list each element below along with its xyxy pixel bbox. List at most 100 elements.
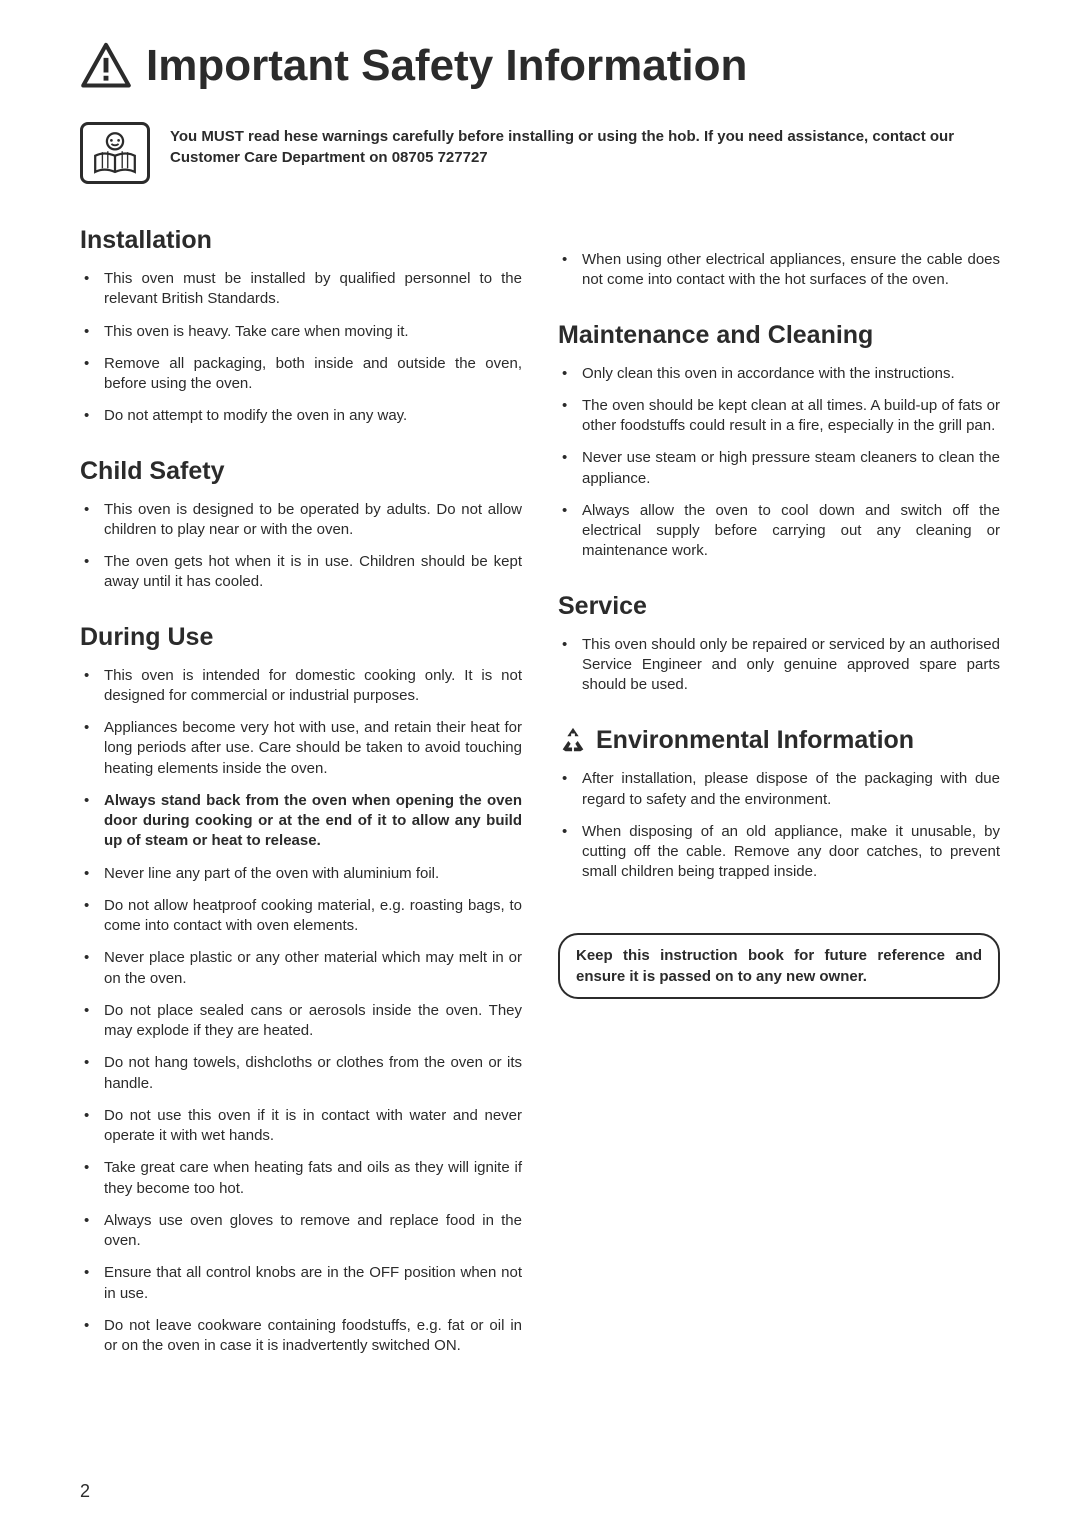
bullet-icon: • xyxy=(80,948,90,989)
list-item-text: Take great care when heating fats and oi… xyxy=(104,1158,522,1199)
list-item-text: Always stand back from the oven when ope… xyxy=(104,791,522,852)
list-item: • This oven must be installed by qualifie… xyxy=(80,269,522,310)
list-item: • When using other electrical appliances,… xyxy=(558,250,1000,291)
list-item: •This oven should only be repaired or se… xyxy=(558,635,1000,696)
list-item-text: This oven is intended for domestic cooki… xyxy=(104,666,522,707)
during-use-cont-section: • When using other electrical appliances,… xyxy=(558,250,1000,291)
list-item-text: Never use steam or high pressure steam c… xyxy=(582,448,1000,489)
list-item-text: Do not hang towels, dishcloths or clothe… xyxy=(104,1053,522,1094)
list-item-text: Ensure that all control knobs are in the… xyxy=(104,1263,522,1304)
list-item: •Always stand back from the oven when op… xyxy=(80,791,522,852)
list-item-text: This oven must be installed by qualified… xyxy=(104,269,522,310)
child-safety-heading: Child Safety xyxy=(80,457,522,486)
list-item: • This oven is heavy. Take care when movi… xyxy=(80,322,522,342)
warning-triangle-icon xyxy=(80,40,132,92)
child-safety-list: • This oven is designed to be operated by… xyxy=(80,500,522,593)
intro-text: You MUST read hese warnings carefully be… xyxy=(170,122,1000,184)
service-section: Service •This oven should only be repair… xyxy=(558,592,1000,696)
list-item: •When disposing of an old appliance, mak… xyxy=(558,822,1000,883)
environmental-section: Environmental Information • After install… xyxy=(558,725,1000,882)
left-column: Installation • This oven must be installe… xyxy=(80,220,522,1386)
bullet-icon: • xyxy=(80,406,90,426)
bullet-icon: • xyxy=(558,822,568,883)
list-item: • Do not allow heatproof cooking material… xyxy=(80,896,522,937)
list-item-text: Do not place sealed cans or aerosols ins… xyxy=(104,1001,522,1042)
bullet-icon: • xyxy=(80,1053,90,1094)
list-item-text: When using other electrical appliances, … xyxy=(582,250,1000,291)
list-item-text: The oven gets hot when it is in use. Chi… xyxy=(104,552,522,593)
during-use-cont-list: • When using other electrical appliances,… xyxy=(558,250,1000,291)
page-title: Important Safety Information xyxy=(146,41,747,91)
list-item: • Do not attempt to modify the oven in an… xyxy=(80,406,522,426)
bullet-icon: • xyxy=(558,396,568,437)
list-item: • Only clean this oven in accordance with… xyxy=(558,364,1000,384)
bullet-icon: • xyxy=(80,552,90,593)
bullet-icon: • xyxy=(80,354,90,395)
list-item-text: This oven is designed to be operated by … xyxy=(104,500,522,541)
bullet-icon: • xyxy=(558,364,568,384)
environmental-heading: Environmental Information xyxy=(596,726,914,755)
recycle-icon xyxy=(558,725,588,755)
service-heading: Service xyxy=(558,592,1000,621)
bullet-icon: • xyxy=(558,250,568,291)
list-item: • The oven should be kept clean at all ti… xyxy=(558,396,1000,437)
list-item-text: After installation, please dispose of th… xyxy=(582,769,1000,810)
list-item: • This oven is intended for domestic cook… xyxy=(80,666,522,707)
bullet-icon: • xyxy=(80,1106,90,1147)
list-item-text: Only clean this oven in accordance with … xyxy=(582,364,1000,384)
bullet-icon: • xyxy=(80,666,90,707)
list-item: • Never place plastic or any other materi… xyxy=(80,948,522,989)
list-item-text: Appliances become very hot with use, and… xyxy=(104,718,522,779)
list-item: • Ensure that all control knobs are in th… xyxy=(80,1263,522,1304)
list-item: • Do not leave cookware containing foodst… xyxy=(80,1316,522,1357)
bullet-icon: • xyxy=(558,769,568,810)
list-item-text: Remove all packaging, both inside and ou… xyxy=(104,354,522,395)
bullet-icon: • xyxy=(80,791,90,852)
keep-instruction-box: Keep this instruction book for future re… xyxy=(558,933,1000,999)
list-item: • Always use oven gloves to remove and re… xyxy=(80,1211,522,1252)
list-item-text: Do not attempt to modify the oven in any… xyxy=(104,406,522,426)
bullet-icon: • xyxy=(80,896,90,937)
list-item: •This oven is designed to be operated by… xyxy=(80,500,522,541)
during-use-heading: During Use xyxy=(80,623,522,652)
bullet-icon: • xyxy=(558,501,568,562)
bullet-icon: • xyxy=(80,718,90,779)
list-item: •Appliances become very hot with use, an… xyxy=(80,718,522,779)
bullet-icon: • xyxy=(80,1211,90,1252)
bullet-icon: • xyxy=(80,864,90,884)
during-use-list: • This oven is intended for domestic cook… xyxy=(80,666,522,1357)
installation-heading: Installation xyxy=(80,226,522,255)
list-item-text: Always use oven gloves to remove and rep… xyxy=(104,1211,522,1252)
list-item-text: This oven should only be repaired or ser… xyxy=(582,635,1000,696)
list-item: • Do not use this oven if it is in contac… xyxy=(80,1106,522,1147)
bullet-icon: • xyxy=(80,1001,90,1042)
child-safety-section: Child Safety • This oven is designed to b… xyxy=(80,457,522,593)
during-use-section: During Use • This oven is intended for do… xyxy=(80,623,522,1357)
list-item: •Never line any part of the oven with al… xyxy=(80,864,522,884)
list-item-text: Always allow the oven to cool down and s… xyxy=(582,501,1000,562)
installation-list: • This oven must be installed by qualifie… xyxy=(80,269,522,427)
intro-row: You MUST read hese warnings carefully be… xyxy=(80,122,1000,184)
list-item-text: Never place plastic or any other materia… xyxy=(104,948,522,989)
list-item: • Do not place sealed cans or aerosols in… xyxy=(80,1001,522,1042)
maintenance-list: • Only clean this oven in accordance with… xyxy=(558,364,1000,562)
maintenance-section: Maintenance and Cleaning • Only clean thi… xyxy=(558,321,1000,562)
list-item: • Remove all packaging, both inside and o… xyxy=(80,354,522,395)
maintenance-heading: Maintenance and Cleaning xyxy=(558,321,1000,350)
environmental-list: • After installation, please dispose of t… xyxy=(558,769,1000,882)
list-item: • Do not hang towels, dishcloths or cloth… xyxy=(80,1053,522,1094)
list-item-text: Do not allow heatproof cooking material,… xyxy=(104,896,522,937)
bullet-icon: • xyxy=(80,1263,90,1304)
list-item-text: This oven is heavy. Take care when movin… xyxy=(104,322,522,342)
list-item: • Never use steam or high pressure steam … xyxy=(558,448,1000,489)
list-item-text: Do not leave cookware containing foodstu… xyxy=(104,1316,522,1357)
bullet-icon: • xyxy=(558,635,568,696)
bullet-icon: • xyxy=(558,448,568,489)
bullet-icon: • xyxy=(80,322,90,342)
bullet-icon: • xyxy=(80,269,90,310)
bullet-icon: • xyxy=(80,1316,90,1357)
list-item-text: Do not use this oven if it is in contact… xyxy=(104,1106,522,1147)
service-list: •This oven should only be repaired or se… xyxy=(558,635,1000,696)
list-item: •Take great care when heating fats and o… xyxy=(80,1158,522,1199)
list-item-text: The oven should be kept clean at all tim… xyxy=(582,396,1000,437)
